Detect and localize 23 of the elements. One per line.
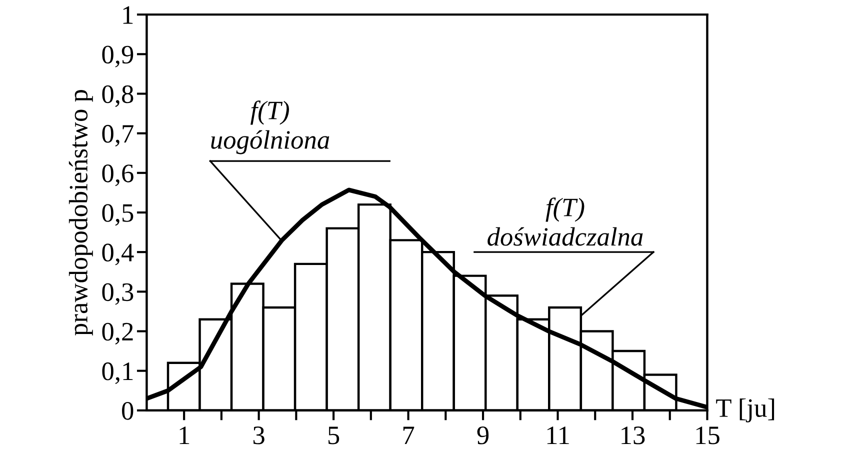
y-tick-label: 0,6 xyxy=(102,164,134,186)
annotation: f(T) doświadczalna xyxy=(488,198,643,246)
annotation: f(T) uogólniona xyxy=(211,100,330,154)
x-tick-label: 5 xyxy=(328,426,340,444)
y-tick-label: 0,5 xyxy=(102,204,134,226)
y-tick-label: 0,4 xyxy=(102,244,134,266)
x-tick-label: 1 xyxy=(180,426,190,444)
x-tick-label: 15 xyxy=(696,426,720,444)
y-tick-label: 0,1 xyxy=(102,362,133,384)
x-tick-label: 7 xyxy=(403,426,414,444)
y-tick-label: 0 xyxy=(122,402,134,420)
y-tick-label: 0,7 xyxy=(102,124,134,147)
x-tick-label: 11 xyxy=(547,426,569,444)
x-axis-title: T [ju] xyxy=(716,398,774,422)
x-tick-label: 13 xyxy=(622,426,645,444)
x-tick-label: 9 xyxy=(477,426,489,444)
y-axis-title: prawdopodobieństwo p xyxy=(68,90,93,336)
x-tick-label: 3 xyxy=(253,426,264,444)
y-tick-label: 0,3 xyxy=(102,283,134,305)
y-tick-label: 0,8 xyxy=(102,85,134,107)
y-tick-label: 1 xyxy=(123,6,133,24)
y-tick-label: 0,9 xyxy=(102,46,134,68)
y-tick-label: 0,2 xyxy=(102,322,133,344)
